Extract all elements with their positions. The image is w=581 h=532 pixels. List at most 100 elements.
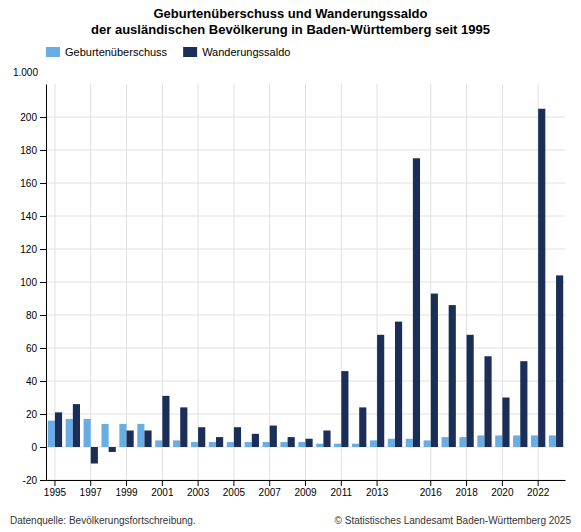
bar	[73, 404, 80, 447]
bar	[270, 426, 277, 447]
bar	[323, 431, 330, 448]
bar	[91, 447, 98, 464]
y-tick: 20	[26, 409, 46, 420]
x-tick-label: 2016	[420, 487, 443, 498]
y-tick-label: 40	[26, 376, 38, 387]
x-tick-label: 1997	[80, 487, 103, 498]
grid-line-x	[233, 84, 234, 480]
y-tick-mark	[40, 381, 46, 382]
x-tick: 2009	[294, 480, 317, 498]
x-tick: 2003	[187, 480, 210, 498]
bar	[198, 427, 205, 447]
bar	[502, 398, 509, 448]
bar-series	[48, 419, 556, 447]
x-tick: 2020	[491, 480, 514, 498]
grid-line-x	[269, 84, 270, 480]
grid	[46, 84, 565, 480]
bar	[549, 435, 556, 447]
bar	[484, 356, 491, 447]
bar	[288, 437, 295, 447]
bar	[406, 439, 413, 447]
bar	[263, 442, 270, 447]
x-axis: 1995199719992001200320052007200920112013…	[44, 480, 566, 498]
x-tick-mark	[233, 480, 234, 486]
bar	[538, 109, 545, 447]
bar	[306, 439, 313, 447]
y-tick: 0	[31, 442, 46, 453]
y-tick-mark	[40, 216, 46, 217]
y-tick-label: 160	[20, 178, 37, 189]
bar	[370, 440, 377, 447]
x-tick-label: 1999	[115, 487, 138, 498]
y-tick-mark	[40, 480, 46, 481]
bar	[216, 437, 223, 447]
y-tick-mark	[40, 414, 46, 415]
x-tick-mark	[198, 480, 199, 486]
y-tick-label: 20	[26, 409, 38, 420]
bar	[252, 434, 259, 447]
bar	[209, 442, 216, 447]
legend: GeburtenüberschussWanderungssaldo	[46, 46, 290, 58]
y-tick: 120	[20, 244, 46, 255]
y-tick: 160	[20, 178, 46, 189]
y-tick-mark	[40, 150, 46, 151]
y-tick-label: 180	[20, 145, 37, 156]
bar	[316, 444, 323, 447]
footnote: Datenquelle: Bevölkerungsfortschreibung.	[10, 515, 196, 526]
bar	[431, 294, 438, 447]
bar	[334, 444, 341, 447]
bars	[48, 109, 563, 464]
bar	[467, 335, 474, 447]
y-tick: 140	[20, 211, 46, 222]
bar	[66, 419, 73, 447]
subtitle: der ausländischen Bevölkerung in Baden-W…	[91, 22, 490, 37]
bar	[280, 442, 287, 447]
grid-line-x	[305, 84, 306, 480]
footnote: © Statistisches Landesamt Baden-Württemb…	[335, 515, 572, 526]
x-tick-label: 2013	[366, 487, 389, 498]
x-tick-label: 2020	[491, 487, 514, 498]
y-tick-label: -20	[23, 475, 38, 486]
chart: Geburtenüberschuss und Wanderungssaldode…	[0, 0, 581, 532]
x-tick-label: 2005	[223, 487, 246, 498]
x-tick-mark	[54, 480, 55, 486]
x-tick-mark	[377, 480, 378, 486]
y-tick-mark	[40, 348, 46, 349]
bar	[245, 442, 252, 447]
bar	[341, 371, 348, 447]
x-tick: 2013	[366, 480, 389, 498]
bar	[162, 396, 169, 447]
legend-swatch	[183, 47, 197, 57]
bar	[84, 419, 91, 447]
bar	[119, 424, 126, 447]
y-tick-label: 120	[20, 244, 37, 255]
x-tick: 1995	[44, 480, 67, 498]
x-tick-mark	[90, 480, 91, 486]
y-tick-label: 200	[20, 112, 37, 123]
y-tick-label: 80	[26, 310, 38, 321]
grid-line-x	[126, 84, 127, 480]
bar	[556, 275, 563, 447]
bar	[173, 440, 180, 447]
bar	[449, 305, 456, 447]
y-tick: 100	[20, 277, 46, 288]
bar	[442, 437, 449, 447]
bar	[520, 361, 527, 447]
bar	[48, 421, 55, 447]
x-tick-mark	[305, 480, 306, 486]
x-tick: 2022	[527, 480, 550, 498]
bar	[413, 158, 420, 447]
legend-item: Geburtenüberschuss	[46, 46, 168, 58]
y-tick: 180	[20, 145, 46, 156]
y-axis: -20 0 20 40 60 80 100 120 140 160 180 200	[20, 85, 46, 486]
bar	[144, 431, 151, 448]
bar	[495, 435, 502, 447]
bar	[424, 440, 431, 447]
bar	[234, 427, 241, 447]
bar	[101, 424, 108, 447]
title: Geburtenüberschuss und Wanderungssaldo	[154, 6, 428, 21]
x-tick-mark	[502, 480, 503, 486]
bar	[180, 407, 187, 447]
y-tick: 60	[26, 343, 46, 354]
bar	[513, 435, 520, 447]
